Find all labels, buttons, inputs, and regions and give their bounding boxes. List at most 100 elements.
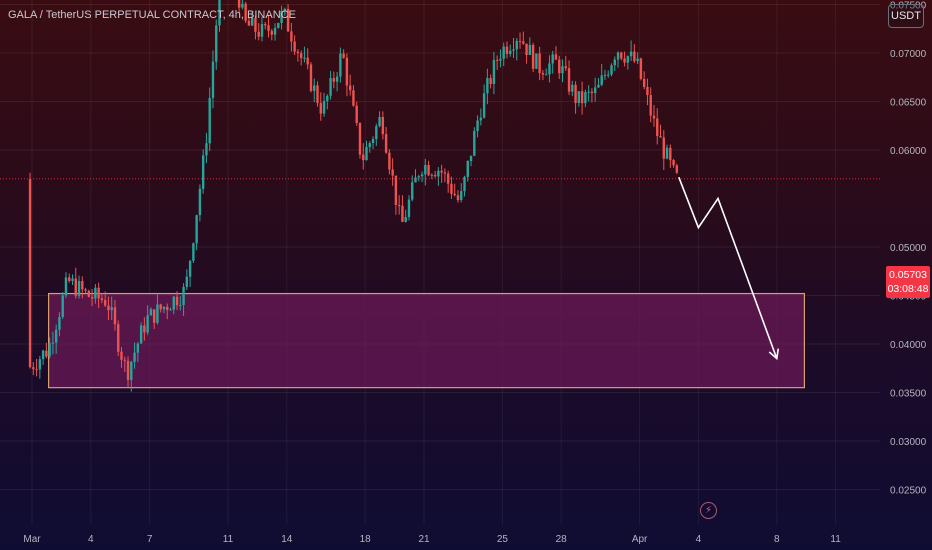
candle-body xyxy=(332,78,336,82)
candle-body xyxy=(38,359,42,370)
candle-body xyxy=(489,77,492,85)
candle-body xyxy=(74,278,77,296)
candle-body xyxy=(580,91,584,104)
projection-arrowhead xyxy=(768,348,780,361)
candle-body xyxy=(404,216,407,222)
candle-body xyxy=(130,361,133,381)
candle-body xyxy=(420,174,424,177)
candle-body xyxy=(443,172,447,174)
candle-body xyxy=(309,64,313,91)
candle-body xyxy=(626,56,630,63)
candle-body xyxy=(64,277,68,296)
candle-body xyxy=(401,205,404,222)
candle-body xyxy=(208,97,211,144)
candle-body xyxy=(185,276,189,288)
candle-body xyxy=(290,31,293,42)
candle-body xyxy=(322,101,326,114)
candle-body xyxy=(120,351,123,360)
x-tick-label: 11 xyxy=(830,534,841,545)
candle-body xyxy=(51,342,55,344)
bar-countdown: 03:08:48 xyxy=(887,283,929,295)
candle-body xyxy=(633,51,636,62)
candle-body xyxy=(182,287,185,306)
support-zone[interactable] xyxy=(47,292,805,389)
candle-body xyxy=(68,277,71,281)
projection-path[interactable] xyxy=(678,176,778,359)
candle-body xyxy=(646,86,649,96)
candle-body xyxy=(319,103,322,114)
candle-body xyxy=(77,280,81,296)
candle-body xyxy=(126,360,130,381)
lightning-icon[interactable]: ⚡ xyxy=(700,502,717,519)
candle-body xyxy=(639,58,643,79)
y-tick-label: 0.04000 xyxy=(890,340,927,351)
candle-body xyxy=(345,57,349,86)
candle-body xyxy=(531,44,535,69)
y-tick-label: 0.03000 xyxy=(890,437,927,448)
candle-body xyxy=(417,176,420,178)
candle-body xyxy=(456,195,460,201)
candle-body xyxy=(58,317,61,330)
candle-body xyxy=(283,8,287,11)
candle-body xyxy=(505,46,509,54)
candle-body xyxy=(175,296,179,306)
candle-body xyxy=(257,31,260,37)
candle-body xyxy=(48,343,51,357)
candle-body xyxy=(103,300,107,306)
candle-body xyxy=(414,177,417,183)
candle-body xyxy=(610,65,613,75)
candle-body xyxy=(469,155,473,162)
current-price-tag: 0.05703 03:08:48 xyxy=(886,266,930,298)
candle-body xyxy=(113,307,117,325)
candle-body xyxy=(603,74,607,76)
candle-body xyxy=(117,324,120,352)
candle-body xyxy=(554,54,558,60)
candle-body xyxy=(558,59,561,74)
candle-body xyxy=(499,58,502,61)
candle-body xyxy=(211,61,215,98)
candle-body xyxy=(32,367,35,370)
candle-body xyxy=(672,160,675,166)
candle-body xyxy=(84,289,87,291)
candle-body xyxy=(342,53,345,58)
x-tick-label: 7 xyxy=(147,534,153,545)
candle-body xyxy=(237,0,241,8)
candle-body xyxy=(166,306,169,310)
candle-body xyxy=(123,359,126,361)
candle-body xyxy=(90,296,94,299)
candle-body xyxy=(551,54,554,64)
candle-body xyxy=(139,325,143,344)
candle-body xyxy=(375,126,378,140)
candle-body xyxy=(192,243,195,261)
candle-body xyxy=(381,116,385,135)
x-tick-label: 14 xyxy=(281,534,293,545)
candle-body xyxy=(636,58,639,62)
candle-body xyxy=(482,93,486,118)
y-tick-label: 0.07500 xyxy=(890,1,927,12)
x-tick-label: 11 xyxy=(223,534,234,545)
candle-body xyxy=(584,92,587,104)
candle-body xyxy=(486,77,489,94)
candle-body xyxy=(440,170,443,173)
candle-body xyxy=(362,154,365,161)
candle-body xyxy=(453,193,456,196)
candle-body xyxy=(446,173,450,184)
candle-body xyxy=(299,53,303,59)
candle-body xyxy=(597,84,600,88)
y-tick-label: 0.06000 xyxy=(890,146,927,157)
candle-body xyxy=(169,309,172,311)
candle-body xyxy=(172,296,175,310)
candle-body xyxy=(97,287,100,299)
x-tick-label: 21 xyxy=(418,534,430,545)
candle-body xyxy=(473,130,476,156)
candle-body xyxy=(146,315,149,333)
candle-body xyxy=(463,176,466,192)
candle-body xyxy=(241,3,244,8)
currency-button[interactable]: USDT xyxy=(888,4,924,28)
x-tick-label: 18 xyxy=(360,534,372,545)
candle-body xyxy=(355,105,358,123)
candle-body xyxy=(71,278,74,281)
candle-body xyxy=(143,325,146,333)
candle-body xyxy=(476,120,479,131)
